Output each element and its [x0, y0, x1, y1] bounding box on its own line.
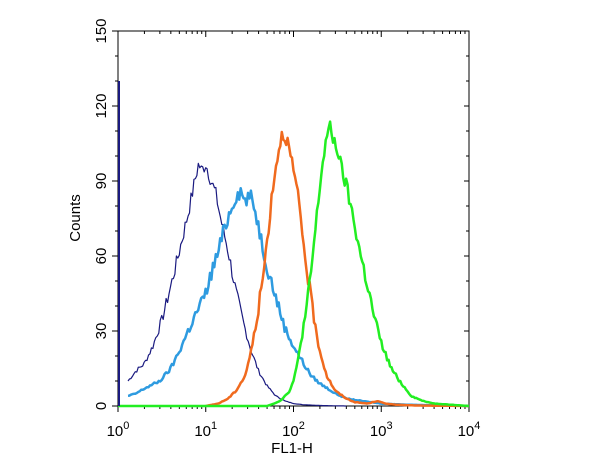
y-tick-label: 30 [93, 323, 110, 340]
histogram-series [118, 81, 470, 408]
x-tick-label: 103 [370, 420, 393, 440]
axis-ticks [112, 30, 470, 412]
series-line [118, 120, 470, 408]
tick-labels: 100 101 102 103 104 0 30 60 90 120 150 [93, 18, 480, 440]
x-tick-label: 100 [107, 420, 130, 440]
y-axis-title: Counts [67, 194, 84, 242]
y-tick-label: 60 [93, 248, 110, 265]
x-tick-label: 102 [282, 420, 305, 440]
x-tick-label: 104 [458, 420, 481, 440]
y-tick-label: 0 [93, 402, 110, 410]
series-line [127, 162, 347, 407]
series-line [127, 186, 469, 408]
x-axis-title: FL1-H [271, 440, 313, 457]
y-tick-label: 150 [93, 18, 110, 43]
plot-frame [117, 30, 470, 407]
x-tick-label: 101 [194, 420, 217, 440]
y-tick-label: 120 [93, 93, 110, 118]
y-tick-label: 90 [93, 173, 110, 190]
series-line [205, 130, 469, 408]
